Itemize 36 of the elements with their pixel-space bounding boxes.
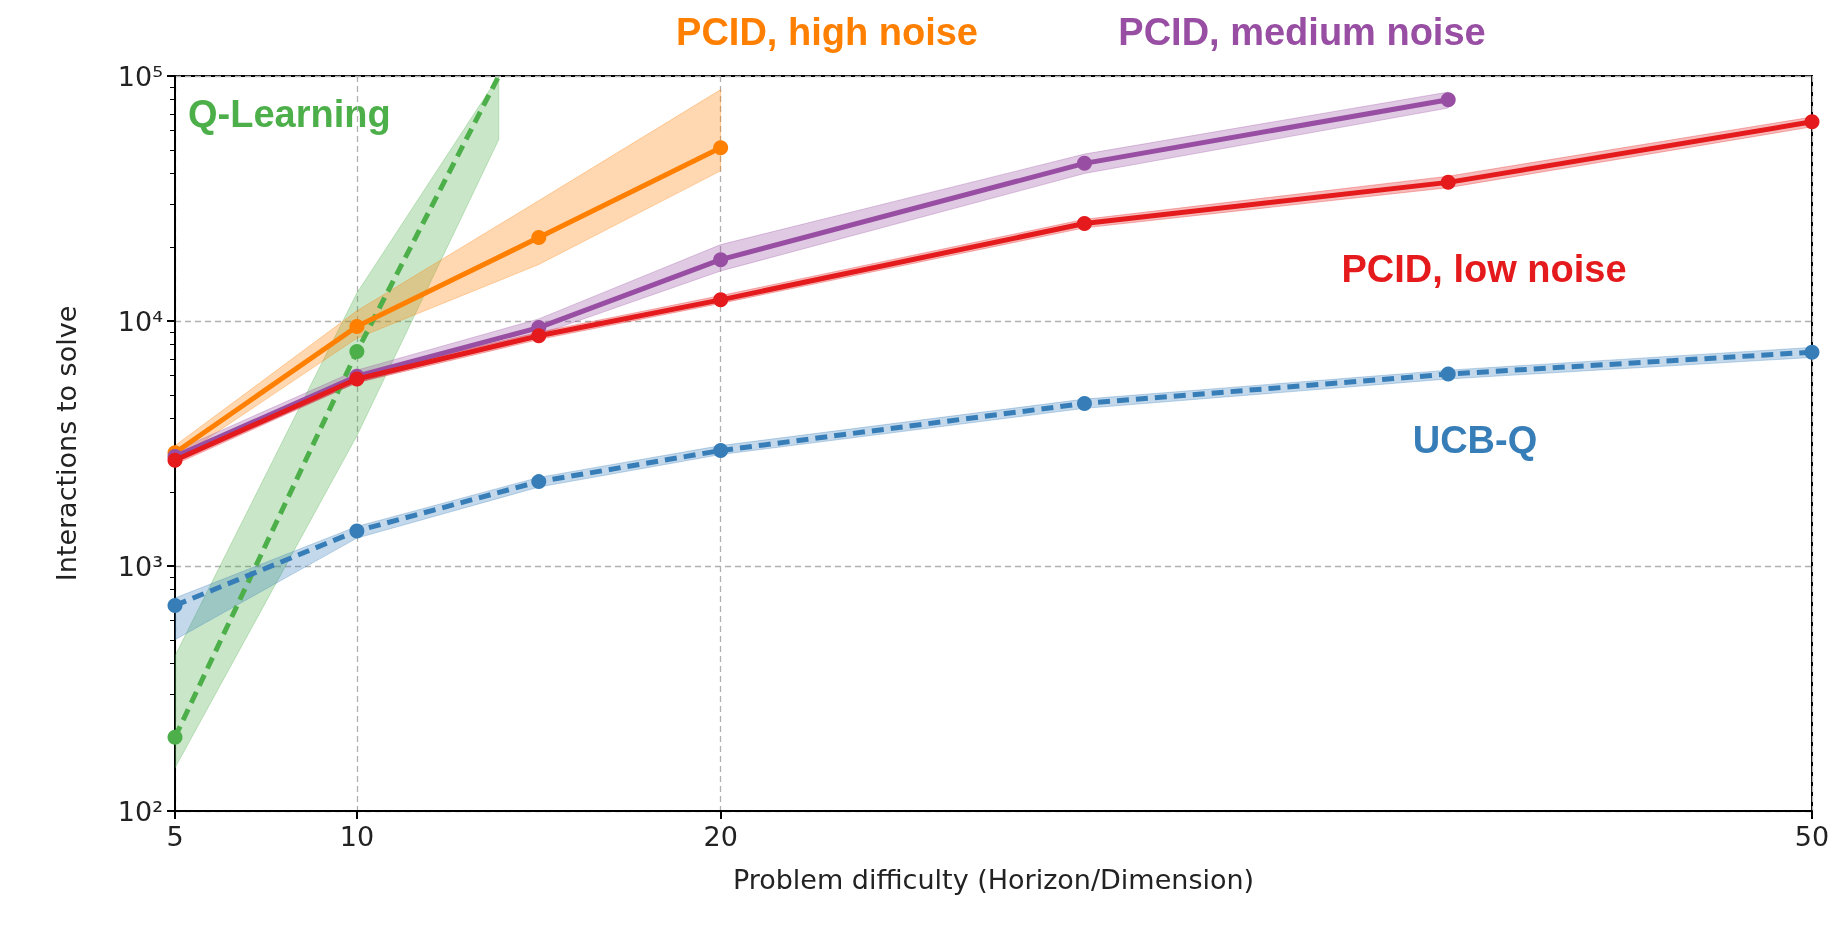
point [167,597,183,613]
point [531,474,547,490]
point [349,318,365,334]
x-tick-label: 20 [703,821,738,852]
x-tick-label: 10 [339,821,375,852]
point [531,230,547,246]
y-tick-label: 10² [117,795,163,827]
point [1440,366,1456,382]
point [349,523,365,539]
series-label: UCB-Q [1412,419,1538,461]
point [1076,216,1092,231]
point [713,443,729,459]
y-tick-label: 10⁵ [117,60,163,92]
point [349,344,365,360]
point [1440,92,1456,108]
point [1440,174,1456,190]
series-label: Q-Learning [188,93,391,135]
point [1076,155,1092,171]
point [1076,395,1092,411]
point [713,292,729,308]
y-axis-title: Interactions to solve [51,305,82,582]
text: PCID, high noise [676,11,978,53]
point [531,328,547,344]
y-tick-label: 10³ [117,550,163,582]
point [713,252,729,268]
x-tick-label: 5 [166,821,184,852]
x-axis-title: Problem difficulty (Horizon/Dimension) [732,864,1255,895]
point [1804,344,1820,360]
series-label: PCID, medium noise [1118,11,1486,53]
point [167,452,183,468]
y-tick-label: 10⁴ [117,305,163,337]
x-tick-label: 50 [1794,821,1830,852]
point [167,729,183,745]
point [1804,114,1820,130]
point [713,140,729,156]
series-label: PCID, low noise [1341,248,1627,290]
